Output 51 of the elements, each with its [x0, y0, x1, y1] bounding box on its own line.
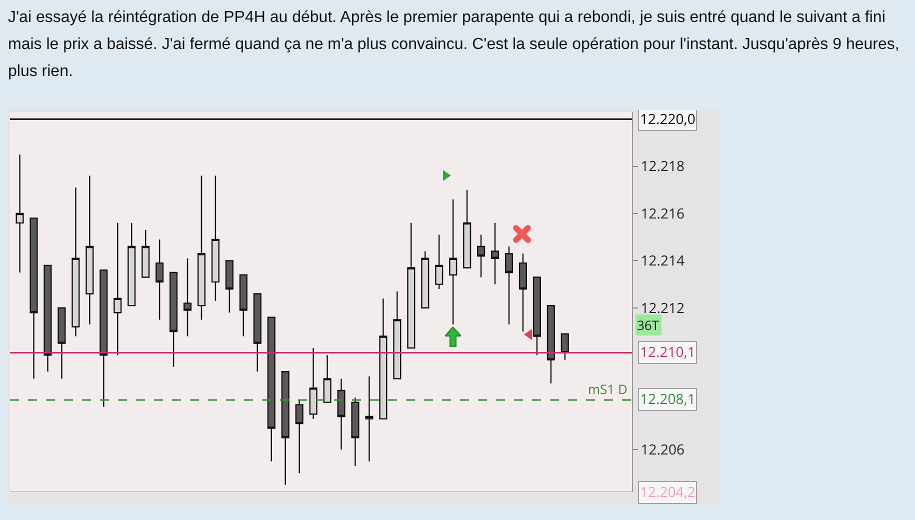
candlestick	[351, 396, 360, 467]
candlestick	[421, 250, 430, 308]
y-tick-label: 12.206	[640, 440, 685, 460]
candlestick	[295, 399, 304, 474]
candlestick	[211, 175, 220, 302]
candlestick	[170, 272, 178, 368]
candlestick	[477, 234, 486, 278]
y-tick-label: 12.214	[640, 252, 685, 271]
candlestick	[86, 175, 94, 326]
candlestick	[435, 234, 444, 290]
candlestick	[197, 175, 206, 320]
candlestick	[142, 229, 150, 278]
text: 36T	[637, 316, 660, 334]
ref-line-label: 12.204,2	[640, 483, 696, 502]
candlestick	[379, 298, 388, 420]
candlestick	[58, 307, 66, 380]
candlestick	[253, 293, 262, 372]
candlestick	[504, 246, 514, 326]
candlestick	[323, 354, 332, 403]
candlestick	[30, 218, 38, 380]
candlestick	[183, 258, 192, 337]
candlestick	[407, 222, 416, 349]
candlestick	[463, 189, 472, 268]
candlestick	[546, 304, 555, 384]
ref-line-label: 12.208,1	[640, 390, 696, 409]
candlestick	[267, 316, 276, 462]
candlestick	[239, 274, 248, 337]
candlestick	[560, 333, 569, 360]
candlestick	[72, 186, 80, 337]
candlestick	[518, 253, 527, 332]
candlestick	[337, 378, 346, 450]
candlestick	[16, 154, 24, 274]
candlestick	[365, 376, 374, 462]
y-tick-label: 12.218	[640, 157, 685, 176]
candlestick	[281, 371, 290, 486]
candlestick	[114, 222, 122, 356]
candlestick	[491, 222, 500, 285]
candlestick	[156, 238, 164, 320]
y-tick-label: 12.216	[640, 204, 685, 224]
candlestick	[100, 270, 108, 408]
ref-line-label: 12.210,1	[640, 343, 696, 362]
y-tick-label: 12.212	[640, 298, 685, 318]
candlestick	[225, 260, 234, 314]
ref-line-label: 12.220,0	[640, 110, 696, 129]
candlestick	[393, 290, 402, 380]
candlestick	[449, 198, 458, 326]
candlestick	[44, 264, 52, 372]
chart-title: J'ai essayé la réintégration de PP4H au début. Après le premier parapente qui a rebondi, je suis entré quand le suivant a fini mais le prix a baissé. J'ai fermé quand ça ne m'a plus convaincu. C'est la seule opération pour l'instant. Jusqu'après 9 heures, plus rien.	[8, 8, 900, 82]
candlestick	[128, 222, 136, 306]
annotation: mS1 D	[588, 380, 628, 398]
candlestick	[309, 347, 318, 420]
